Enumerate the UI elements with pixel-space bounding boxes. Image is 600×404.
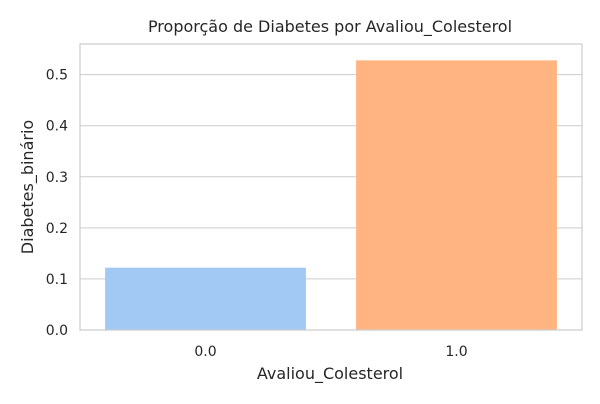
y-tick-label: 0.0 [46, 323, 68, 339]
x-tick-label: 0.0 [194, 344, 216, 360]
bar-1.0 [356, 60, 557, 330]
x-tick-label: 1.0 [445, 344, 467, 360]
y-tick-label: 0.5 [46, 68, 68, 84]
y-tick-label: 0.2 [46, 221, 68, 237]
bar-layer [105, 60, 557, 330]
x-axis-label: Avaliou_Colesterol [257, 364, 403, 384]
y-tick-label: 0.3 [46, 170, 68, 186]
y-tick-label: 0.1 [46, 272, 68, 288]
bar-0.0 [105, 267, 306, 330]
y-tick-label: 0.4 [46, 119, 68, 135]
chart-title: Proporção de Diabetes por Avaliou_Colest… [148, 17, 512, 37]
tick-layer: 0.0 0.1 0.2 0.3 0.4 0.5 0.0 1.0 [46, 68, 468, 360]
plot-frame [79, 43, 583, 331]
y-axis-label: Diabetes_binário [18, 120, 38, 254]
